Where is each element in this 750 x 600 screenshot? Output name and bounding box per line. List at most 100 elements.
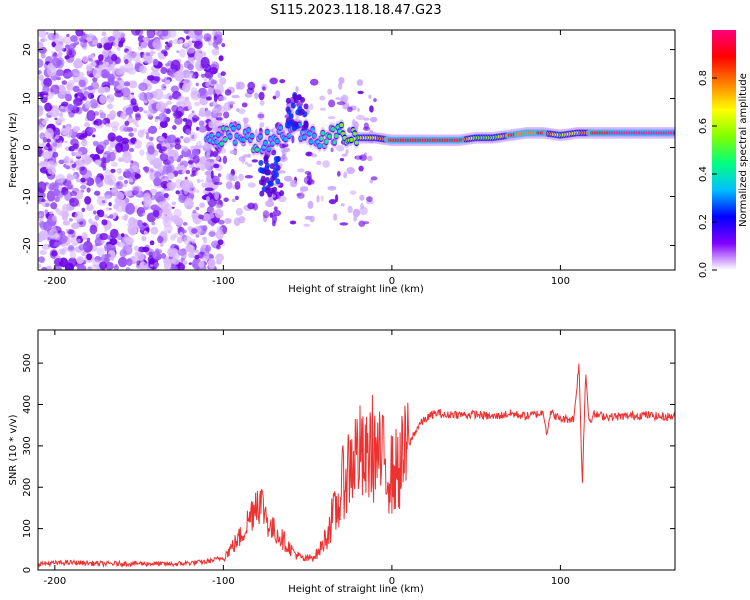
spectrogram-noise-blob [269, 77, 278, 85]
spectrogram-noise-blob [177, 169, 184, 175]
spectrogram-noise-blob [106, 93, 115, 104]
spectrogram-noise-blob [54, 196, 60, 203]
spectrogram-noise-blob [105, 123, 110, 127]
spectrogram-noise-blob [231, 198, 236, 203]
spectrogram-noise-blob [43, 94, 47, 98]
spectrogram-noise-blob [307, 180, 312, 186]
spectrogram-noise-blob [247, 182, 256, 188]
spectrogram-noise-blob [147, 127, 152, 134]
spectrogram-noise-blob [259, 100, 265, 106]
spectrogram-ridge-core [275, 139, 280, 144]
colorbar-tick-label: 0.2 [698, 214, 709, 230]
spectrogram-noise-blob [309, 215, 315, 223]
spectrogram-noise-scatter [38, 30, 378, 270]
colorbar-tick-label: 0.8 [698, 70, 709, 86]
spectrogram-noise-blob [78, 244, 87, 251]
spectrogram-noise-blob [78, 79, 86, 88]
spectrogram-noise-blob [46, 138, 51, 143]
spectrogram-noise-blob [200, 179, 204, 183]
spectrogram-noise-blob [88, 127, 97, 133]
spectrogram-noise-blob [76, 238, 81, 243]
spectrogram-noise-blob [369, 116, 378, 123]
spectrogram-noise-blob [149, 172, 154, 176]
spectrogram-noise-blob [215, 37, 222, 44]
spectrogram-noise-blob [141, 235, 147, 242]
spectrogram-noise-blob [143, 110, 148, 114]
spectrogram-noise-blob [108, 207, 112, 211]
spectrogram-noise-blob [153, 76, 161, 82]
spectrogram-noise-blob [101, 157, 107, 163]
spectrogram-noise-blob [90, 61, 97, 67]
spectrogram-noise-blob [224, 89, 232, 96]
spectrogram-noise-blob [165, 79, 171, 85]
spectrogram-noise-blob [184, 176, 188, 181]
spectrogram-noise-blob [199, 156, 207, 165]
spectrogram-noise-blob [211, 48, 220, 56]
spectrogram-ridge-branch [290, 102, 296, 109]
spectrogram-noise-blob [191, 134, 195, 139]
spectrogram-noise-blob [257, 111, 265, 121]
spectrogram-noise-blob [96, 60, 104, 66]
spectrogram-noise-blob [46, 142, 51, 148]
spectrogram-noise-blob [153, 158, 159, 164]
spectrogram-noise-blob [74, 211, 84, 223]
spectrogram-noise-blob [291, 135, 295, 144]
spectrogram-noise-blob [76, 256, 84, 264]
spectrogram-noise-blob [82, 241, 93, 253]
spectrogram-noise-blob [320, 195, 324, 202]
spectrogram-noise-blob [356, 79, 364, 87]
spectrogram-noise-blob [165, 63, 170, 67]
spectrogram-noise-blob [53, 265, 63, 270]
spectrogram-noise-blob [303, 223, 311, 227]
spectrogram-noise-blob [200, 73, 206, 78]
spectrogram-noise-blob [193, 40, 203, 50]
spectrogram-noise-blob [161, 83, 167, 91]
spectrogram-noise-blob [167, 42, 173, 48]
spectrogram-y-tick-label: -20 [22, 237, 33, 253]
spectrogram-noise-blob [195, 234, 200, 238]
spectrogram-noise-blob [188, 252, 196, 259]
spectrogram-noise-blob [208, 120, 214, 127]
snr-y-label: SNR (10 * v/v) [8, 414, 19, 485]
spectrogram-noise-blob [49, 182, 59, 191]
spectrogram-ridge-core [330, 127, 335, 132]
spectrogram-ridge-branch [272, 167, 278, 174]
spectrogram-noise-blob [68, 80, 75, 86]
spectrogram-noise-blob [53, 258, 64, 267]
spectrogram-noise-blob [54, 35, 65, 46]
spectrogram-noise-blob [81, 232, 88, 240]
spectrogram-noise-blob [310, 78, 319, 86]
spectrogram-noise-blob [163, 193, 169, 199]
spectrogram-noise-blob [319, 95, 326, 101]
spectrogram-noise-blob [40, 52, 46, 59]
spectrogram-noise-blob [66, 33, 70, 38]
spectrogram-noise-blob [101, 31, 107, 37]
spectrogram-noise-blob [214, 191, 219, 201]
spectrogram-noise-blob [126, 50, 132, 57]
spectrogram-noise-blob [86, 237, 91, 243]
spectrogram-noise-blob [174, 138, 180, 143]
spectrogram-noise-blob [142, 36, 147, 41]
spectrogram-noise-blob [355, 114, 365, 121]
spectrogram-noise-blob [115, 180, 124, 190]
spectrogram-noise-blob [181, 179, 191, 192]
spectrogram-noise-blob [206, 213, 215, 219]
spectrogram-ridge-core [312, 133, 317, 138]
spectrogram-noise-blob [195, 206, 200, 211]
spectrogram-noise-blob [149, 51, 154, 57]
spectrogram-noise-blob [128, 132, 134, 137]
spectrogram-noise-blob [214, 31, 223, 38]
spectrogram-noise-blob [97, 209, 105, 218]
spectrogram-noise-blob [87, 266, 92, 270]
spectrogram-noise-blob [217, 239, 224, 246]
spectrogram-noise-blob [51, 53, 58, 59]
spectrogram-noise-blob [74, 93, 78, 98]
spectrogram-noise-blob [74, 190, 84, 200]
spectrogram-noise-blob [125, 107, 134, 116]
spectrogram-noise-blob [56, 209, 64, 216]
spectrogram-noise-blob [38, 58, 44, 68]
spectrogram-noise-blob [108, 202, 112, 207]
spectrogram-noise-blob [117, 41, 124, 48]
spectrogram-noise-blob [51, 215, 58, 222]
spectrogram-noise-blob [150, 226, 159, 235]
